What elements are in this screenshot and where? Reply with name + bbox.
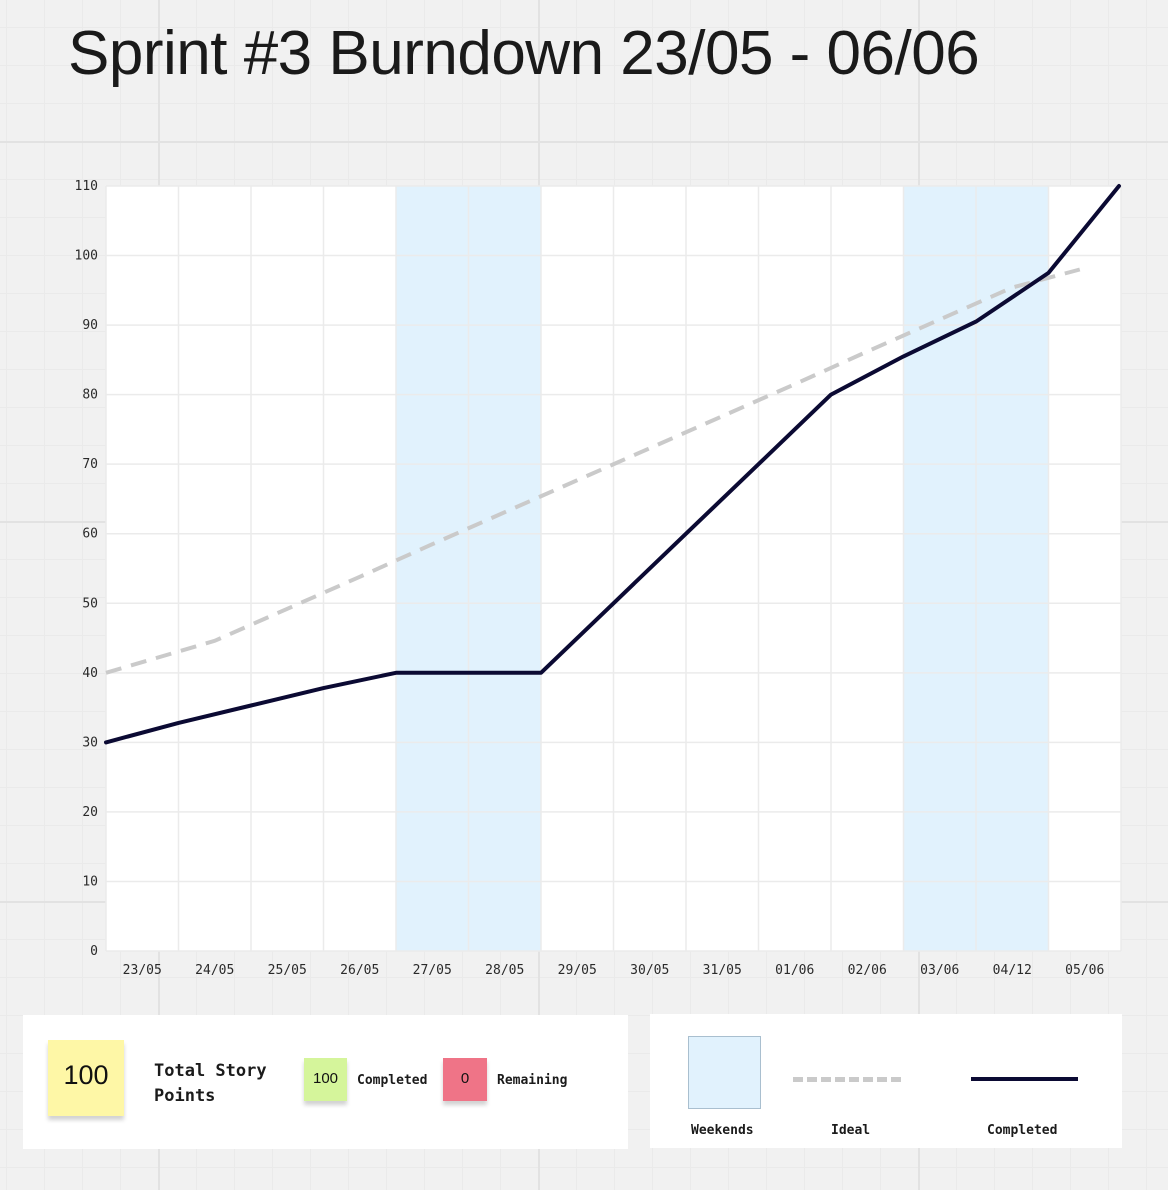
x-tick-label: 30/05: [630, 963, 669, 978]
x-tick-label: 25/05: [268, 963, 307, 978]
x-tick-label: 27/05: [413, 963, 452, 978]
completed-points-note: 100: [304, 1058, 347, 1101]
total-points-note: 100: [48, 1040, 124, 1116]
burndown-chart: 0 10 20 30 40 50 60 70 80 90 100 110 23/05 24/05 25/0…: [75, 179, 1122, 978]
x-tick-label: 05/06: [1065, 963, 1104, 978]
page-title: Sprint #3 Burndown 23/05 - 06/06: [68, 19, 980, 88]
series-lines: [104, 184, 1121, 745]
gridlines: [105, 185, 1122, 952]
ideal-line-swatch: [793, 1077, 901, 1082]
weekend-swatch: [688, 1036, 761, 1109]
x-tick-label: 26/05: [340, 963, 379, 978]
y-tick-label: 60: [82, 527, 98, 542]
y-axis-ticks: 0 10 20 30 40 50 60 70 80 90 100 110: [75, 179, 98, 959]
y-tick-label: 10: [82, 874, 98, 889]
x-tick-label: 24/05: [195, 963, 234, 978]
remaining-label: Remaining: [497, 1073, 568, 1088]
x-tick-label: 03/06: [920, 963, 959, 978]
y-tick-label: 70: [82, 457, 98, 472]
y-tick-label: 80: [82, 388, 98, 403]
completed-line: [104, 184, 1121, 745]
x-tick-label: 31/05: [703, 963, 742, 978]
x-tick-label: 01/06: [775, 963, 814, 978]
x-tick-label: 29/05: [558, 963, 597, 978]
x-tick-label: 23/05: [123, 963, 162, 978]
x-axis-ticks: 23/05 24/05 25/05 26/05 27/05 28/05 29/05 30/05…: [123, 963, 1105, 978]
completed-line-swatch: [971, 1077, 1078, 1081]
y-tick-label: 0: [90, 944, 98, 959]
ideal-line: [105, 267, 1081, 675]
total-points-label: Total Story Points: [154, 1061, 267, 1106]
y-tick-label: 110: [75, 179, 98, 194]
y-tick-label: 100: [75, 249, 98, 264]
legend-ideal: Ideal: [831, 1123, 871, 1138]
y-tick-label: 90: [82, 318, 98, 333]
y-tick-label: 20: [82, 805, 98, 820]
story-points-summary: 100 Total Story Points 100 Completed 0 R…: [23, 1015, 628, 1149]
y-tick-label: 50: [82, 596, 98, 611]
y-tick-label: 30: [82, 735, 98, 750]
legend-completed: Completed: [987, 1123, 1058, 1138]
x-tick-label: 02/06: [848, 963, 887, 978]
legend-weekends: Weekends: [691, 1123, 754, 1138]
completed-label: Completed: [357, 1073, 428, 1088]
remaining-points-note: 0: [443, 1058, 487, 1101]
chart-legend: Weekends Ideal Completed: [650, 1014, 1122, 1148]
x-tick-label: 28/05: [485, 963, 524, 978]
x-tick-label: 04/12: [993, 963, 1032, 978]
y-tick-label: 40: [82, 666, 98, 681]
